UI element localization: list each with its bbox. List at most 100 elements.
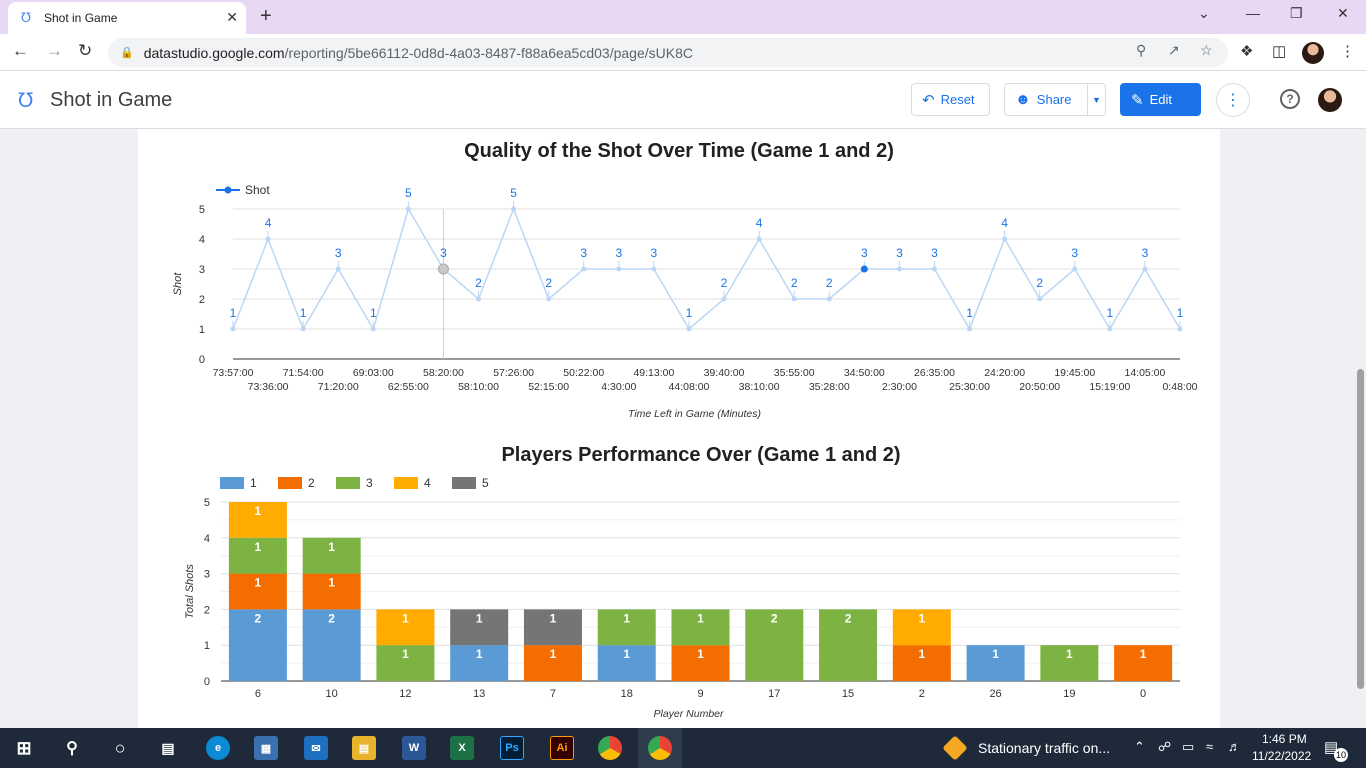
address-bar[interactable]: 🔒 datastudio.google.com/reporting/5be661… <box>108 38 1228 67</box>
share-dropdown-chevron-icon[interactable]: ▼ <box>1087 84 1105 115</box>
data-label: 3 <box>615 246 622 260</box>
report-header: ℧ Shot in Game ↶ Reset ☻ Share ▼ ✎ Edit … <box>0 71 1366 129</box>
photoshop-icon[interactable]: Ps <box>500 736 524 760</box>
legend-label-shot: Shot <box>245 183 270 197</box>
more-options-icon[interactable]: ⋮ <box>1216 83 1250 117</box>
word-icon[interactable]: W <box>402 736 426 760</box>
tab-title: Shot in Game <box>44 11 118 25</box>
chrome-active-icon[interactable] <box>648 736 672 760</box>
x-tick-label: 50:22:00 <box>563 367 604 379</box>
y-tick-label: 5 <box>199 204 205 216</box>
battery-icon[interactable]: ▭ <box>1182 739 1195 754</box>
browser-menu-icon[interactable]: ⋮ <box>1340 43 1355 60</box>
forward-icon[interactable]: → <box>46 41 63 60</box>
browser-tab[interactable]: ℧ Shot in Game ✕ <box>8 2 246 34</box>
windows-start-icon[interactable]: ⊞ <box>16 737 32 758</box>
bar-segment <box>228 609 287 681</box>
looker-studio-logo-icon: ℧ <box>18 90 34 112</box>
y-tick-label: 3 <box>199 264 205 276</box>
meet-icon[interactable]: ☍ <box>1158 739 1172 754</box>
bar-data-label: 2 <box>771 611 778 625</box>
browser-tab-strip: ℧ Shot in Game ✕ + ⌄ — ❐ ✕ <box>0 0 1366 34</box>
data-label: 3 <box>931 246 938 260</box>
reload-icon[interactable]: ↻ <box>78 41 93 60</box>
data-point <box>1107 326 1113 332</box>
bar-data-label: 1 <box>623 647 630 661</box>
x-axis-label: Time Left in Game (Minutes) <box>628 408 761 420</box>
bar-data-label: 1 <box>328 540 335 554</box>
bar-segment <box>745 609 804 681</box>
cortana-icon[interactable]: ○ <box>114 737 126 758</box>
chrome-icon[interactable] <box>598 736 622 760</box>
profile-avatar[interactable] <box>1302 42 1324 64</box>
bar-data-label: 1 <box>697 647 704 661</box>
close-tab-icon[interactable]: ✕ <box>226 9 238 25</box>
y-tick-label: 2 <box>204 604 210 616</box>
share-button[interactable]: ☻ Share ▼ <box>1004 83 1106 116</box>
volume-icon[interactable]: ♬ <box>1228 739 1241 754</box>
weather-news-text[interactable]: Stationary traffic on... <box>978 740 1111 756</box>
bar-data-label: 1 <box>697 611 704 625</box>
legend-label-series-1: 1 <box>250 476 257 490</box>
legend-swatch-series-3 <box>336 477 360 489</box>
clock-date[interactable]: 11/22/2022 <box>1252 749 1312 763</box>
clock-time[interactable]: 1:46 PM <box>1262 732 1307 746</box>
bookmark-star-icon[interactable]: ☆ <box>1200 42 1213 58</box>
help-icon[interactable]: ? <box>1280 89 1300 109</box>
edge-icon[interactable]: e <box>206 736 230 760</box>
data-label: 1 <box>1107 306 1114 320</box>
bar-data-label: 1 <box>992 647 999 661</box>
data-point <box>896 266 902 272</box>
traffic-warning-icon[interactable] <box>942 735 968 761</box>
data-point <box>370 326 376 332</box>
tray-chevron-icon[interactable]: ⌃ <box>1134 739 1145 754</box>
illustrator-icon[interactable]: Ai <box>550 736 574 760</box>
bar-data-label: 1 <box>1066 647 1073 661</box>
url-path: /reporting/5be66112-0d8d-4a03-8487-f88a6… <box>284 44 693 61</box>
file-explorer-icon[interactable]: ▤ <box>352 736 376 760</box>
extensions-icon[interactable]: ❖ <box>1240 43 1254 60</box>
x-axis-label: Player Number <box>653 708 724 720</box>
page-scrollbar[interactable] <box>1357 369 1364 689</box>
x-tick-label: 18 <box>621 688 633 700</box>
x-tick-label: 52:15:00 <box>528 381 569 393</box>
edit-label: Edit <box>1149 92 1172 107</box>
user-avatar[interactable] <box>1318 88 1342 112</box>
bar-segment <box>376 645 435 681</box>
back-icon[interactable]: ← <box>12 41 29 60</box>
bar-data-label: 1 <box>402 647 409 661</box>
y-tick-label: 4 <box>199 234 205 246</box>
bar-segment <box>450 645 509 681</box>
search-icon[interactable]: ⚲ <box>66 740 78 757</box>
looker-studio-favicon-icon: ℧ <box>21 10 31 25</box>
bar-data-label: 2 <box>845 611 852 625</box>
data-label: 2 <box>475 276 482 290</box>
mail-icon[interactable]: ✉ <box>304 736 328 760</box>
x-tick-label: 19:45:00 <box>1054 367 1095 379</box>
x-tick-label: 10 <box>326 688 338 700</box>
tab-search-chevron-icon[interactable]: ⌄ <box>1198 5 1210 21</box>
data-point <box>405 206 411 212</box>
edit-button[interactable]: ✎ Edit <box>1120 83 1201 116</box>
restore-icon[interactable]: ❐ <box>1290 5 1303 21</box>
zoom-icon[interactable]: ⚲ <box>1136 42 1147 58</box>
data-point <box>230 326 236 332</box>
store-icon[interactable]: ▦ <box>254 736 278 760</box>
close-window-icon[interactable]: ✕ <box>1337 5 1349 21</box>
side-panel-icon[interactable]: ◫ <box>1272 43 1287 60</box>
x-tick-label: 26:35:00 <box>914 367 955 379</box>
reset-button[interactable]: ↶ Reset <box>911 83 990 116</box>
data-label: 4 <box>1001 216 1008 230</box>
wifi-icon[interactable]: ≈ <box>1206 739 1214 754</box>
x-tick-label: 58:10:00 <box>458 381 499 393</box>
new-tab-icon[interactable]: + <box>260 5 272 27</box>
series-line-shot <box>232 206 1181 331</box>
x-tick-label: 24:20:00 <box>984 367 1025 379</box>
minimize-icon[interactable]: — <box>1246 5 1260 21</box>
share-page-icon[interactable]: ↗ <box>1168 42 1180 58</box>
task-view-icon[interactable]: ▤ <box>161 739 175 756</box>
x-tick-label: 2:30:00 <box>882 381 917 393</box>
x-tick-label: 25:30:00 <box>949 381 990 393</box>
data-label: 1 <box>370 306 377 320</box>
excel-icon[interactable]: X <box>450 736 474 760</box>
